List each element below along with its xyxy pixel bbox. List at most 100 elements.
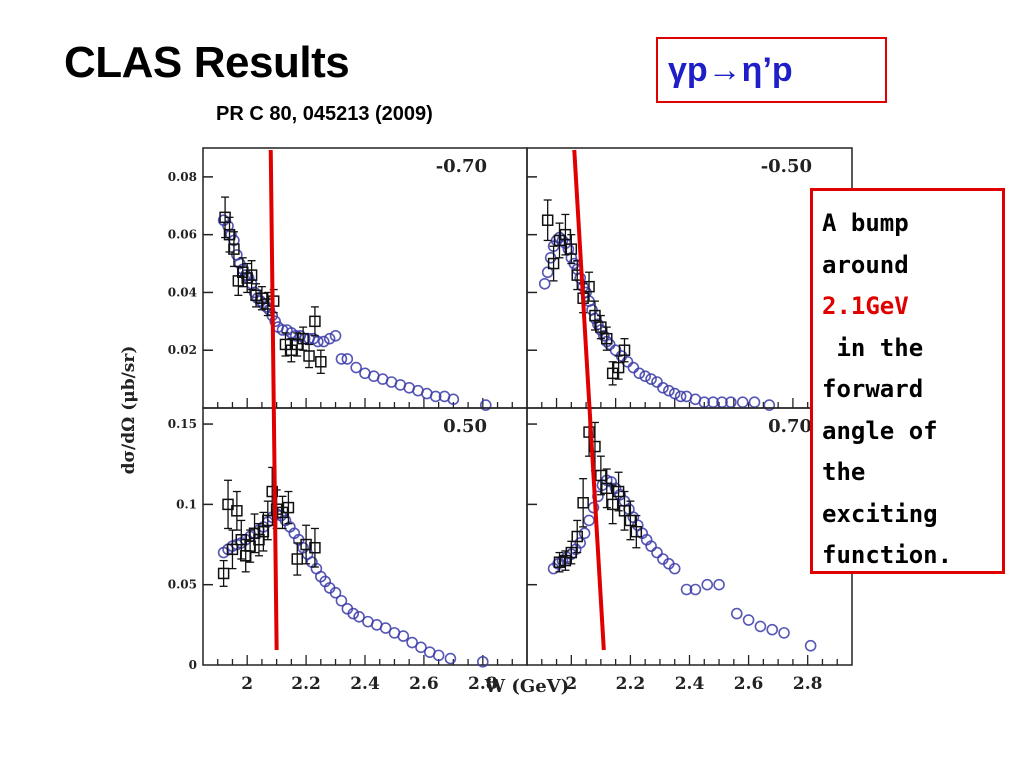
slide-title: CLAS Results: [64, 38, 350, 88]
annotation-line: exciting: [822, 499, 938, 528]
marker-line-right: [572, 149, 606, 651]
data-point-square: [559, 554, 572, 567]
data-point-square: [250, 289, 262, 302]
x-tick-label: 2.8: [468, 674, 498, 694]
panel-4: 0.70 2 2.2 2.4 2.6 2.8: [526, 407, 853, 694]
data-point-square: [612, 361, 625, 374]
data-point-circle: [754, 620, 767, 633]
data-point-square: [547, 257, 560, 270]
data-point-square: [624, 514, 637, 527]
data-point-circle: [713, 578, 725, 591]
data-point-circle: [347, 607, 360, 620]
data-point-circle: [742, 614, 755, 626]
data-point-square: [565, 243, 578, 255]
data-point-square: [618, 344, 631, 356]
data-point-square: [245, 269, 258, 281]
panel-angle-label: -0.70: [436, 156, 487, 177]
y-tick-label: 0.1: [176, 497, 197, 511]
data-point-square: [282, 501, 295, 514]
data-point-circle: [668, 387, 681, 400]
x-tick-label: 2.2: [616, 674, 646, 694]
title-word-clas: CLAS: [64, 38, 182, 87]
data-point-circle: [651, 376, 663, 388]
annotation-line: function.: [822, 541, 953, 569]
data-point-circle: [429, 390, 442, 403]
data-point-square: [279, 338, 292, 351]
x-axis-title: W (GeV): [484, 676, 569, 697]
annotation-box: A bump around 2.1GeV in the forward angle of…: [810, 188, 1005, 574]
data-point-square: [630, 525, 643, 538]
data-point-square: [217, 567, 230, 580]
data-point-circle: [778, 627, 790, 639]
data-point-square: [291, 338, 304, 351]
data-point-square: [262, 514, 274, 527]
data-point-circle: [341, 353, 354, 365]
data-point-circle: [323, 332, 336, 345]
data-point-circle: [645, 373, 657, 385]
data-point-circle: [663, 384, 675, 397]
data-point-circle: [736, 396, 749, 409]
data-point-square: [226, 543, 239, 556]
data-point-circle: [447, 393, 460, 406]
panel-angle-label: 0.50: [443, 416, 487, 437]
y-tick-label: 0.02: [168, 343, 197, 357]
data-point-square: [300, 538, 312, 551]
data-point-circle: [335, 353, 348, 365]
annotation-line: around: [822, 250, 909, 279]
data-point-circle: [317, 335, 330, 348]
citation: PR C 80, 045213 (2009): [216, 103, 433, 125]
data-point-square: [601, 332, 613, 345]
data-point-circle: [645, 540, 657, 552]
data-point-circle: [479, 399, 492, 411]
data-point-circle: [701, 578, 714, 591]
data-point-square: [601, 482, 613, 495]
annotation-line: the: [822, 458, 866, 486]
annotation-line: angle of: [822, 416, 938, 445]
y-tick-label: 0.08: [168, 170, 197, 184]
data-point-circle: [627, 361, 640, 374]
data-point-square: [309, 541, 321, 554]
y-tick-label: 0.15: [168, 417, 197, 431]
data-point-square: [595, 469, 607, 482]
data-point-circle: [804, 639, 817, 652]
data-point-circle: [239, 269, 252, 281]
data-point-circle: [633, 367, 646, 380]
data-point-circle: [415, 641, 427, 654]
panel-angle-label: 0.70: [768, 416, 812, 437]
data-point-circle: [592, 318, 604, 331]
data-point-circle: [574, 537, 586, 549]
data-point-circle: [379, 622, 392, 634]
data-point-circle: [603, 338, 616, 351]
data-point-circle: [444, 652, 457, 665]
y-axis-title: dσ/dΩ (μb/sr): [119, 346, 139, 475]
x-tick-label: 2: [565, 674, 577, 694]
title-word-results: Results: [193, 38, 350, 87]
panel-angle-label: -0.50: [761, 156, 812, 177]
data-point-circle: [680, 583, 693, 596]
x-tick-label: 2: [241, 674, 253, 694]
x-tick-label: 2.8: [793, 674, 823, 694]
x-tick-label: 2.2: [291, 674, 321, 694]
data-point-square: [231, 505, 243, 517]
data-point-square: [228, 243, 240, 255]
data-point-circle: [397, 630, 410, 642]
data-point-square: [297, 332, 309, 345]
x-tick-label: 2.6: [734, 674, 764, 694]
data-point-circle: [730, 607, 743, 620]
data-point-circle: [668, 562, 681, 575]
reaction-label: γp→η’p: [668, 51, 793, 89]
data-point-circle: [541, 266, 554, 279]
data-point-circle: [312, 335, 324, 348]
data-point-circle: [353, 611, 365, 623]
data-point-circle: [406, 636, 418, 649]
data-point-square: [541, 214, 554, 226]
data-point-square: [309, 315, 321, 328]
data-point-square: [606, 367, 619, 380]
data-point-square: [618, 505, 631, 517]
data-point-circle: [725, 396, 737, 409]
data-point-square: [256, 292, 268, 304]
y-tick-label: 0.06: [168, 228, 197, 242]
data-point-square: [571, 530, 583, 543]
data-point-square: [553, 556, 566, 568]
